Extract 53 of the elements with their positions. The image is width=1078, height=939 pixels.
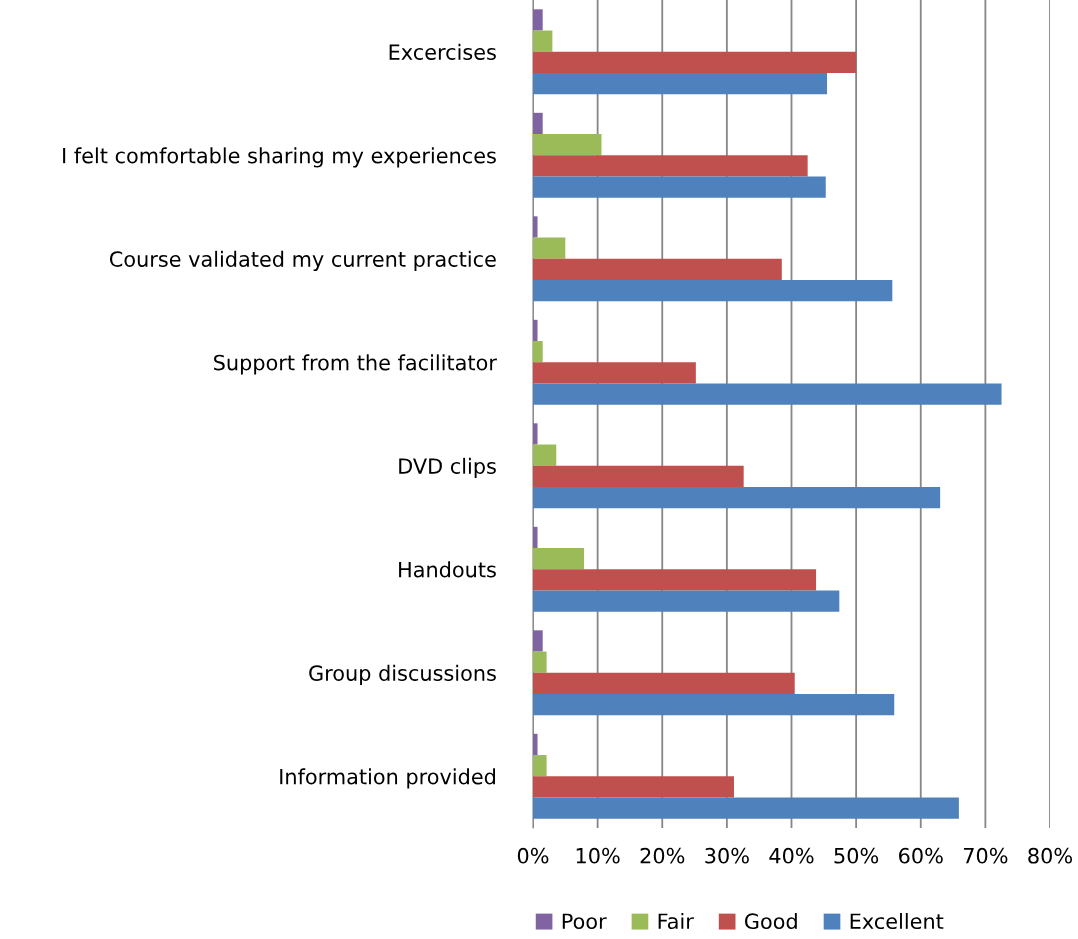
bar: [533, 733, 538, 756]
bar: [533, 258, 782, 280]
bar: [533, 30, 553, 52]
bar: [533, 444, 557, 466]
bar: [533, 112, 543, 135]
x-tick-label: 70%: [963, 847, 1008, 864]
x-tick-label: 0%: [517, 847, 549, 864]
bar: [533, 755, 547, 777]
bar: [533, 630, 543, 652]
bar: [533, 465, 744, 487]
x-tick-label: 80%: [1028, 847, 1072, 864]
bar: [533, 279, 893, 302]
bar: [533, 341, 543, 363]
x-tick-label: 20%: [640, 847, 685, 864]
bar: [533, 590, 840, 612]
y-tick-label: Course validated my current practice: [109, 250, 496, 271]
y-tick-label: Excercises: [389, 43, 496, 60]
x-tick-label: 60%: [899, 847, 943, 864]
bar: [533, 134, 602, 156]
legend-label: Fair: [658, 912, 694, 930]
legend-label: Poor: [562, 913, 607, 930]
y-tick-label: Support from the facilitator: [214, 354, 497, 375]
bar: [533, 176, 826, 198]
bar: [533, 569, 817, 591]
y-tick-label: I felt comfortable sharing my experiences: [63, 147, 496, 168]
legend-label: Good: [744, 912, 797, 930]
bar: [533, 72, 828, 95]
x-tick-label: 30%: [705, 847, 749, 864]
bar: [533, 423, 538, 445]
bar: [533, 237, 566, 259]
y-tick-label: Group discussions: [309, 664, 496, 685]
y-tick-label: DVD clips: [399, 457, 496, 478]
x-tick-label: 10%: [576, 847, 620, 864]
x-tick-label: 50%: [834, 847, 879, 864]
bar: [533, 51, 857, 73]
bar: [533, 651, 547, 673]
x-tick-label: 40%: [769, 847, 814, 864]
legend-label: Excellent: [850, 912, 944, 930]
bar: [533, 672, 795, 694]
bar: [533, 362, 696, 384]
bar: [533, 693, 895, 716]
bar: [533, 797, 959, 819]
bar: [533, 486, 941, 509]
bar: [533, 9, 543, 31]
bar: [533, 216, 538, 238]
bar: [533, 319, 538, 342]
bar: [533, 155, 808, 177]
y-tick-label: Information provided: [280, 768, 495, 789]
bar: [533, 526, 538, 549]
bar: [533, 776, 734, 798]
y-tick-label: Handouts: [399, 561, 496, 578]
bar: [533, 383, 1002, 405]
bar: [533, 548, 585, 570]
